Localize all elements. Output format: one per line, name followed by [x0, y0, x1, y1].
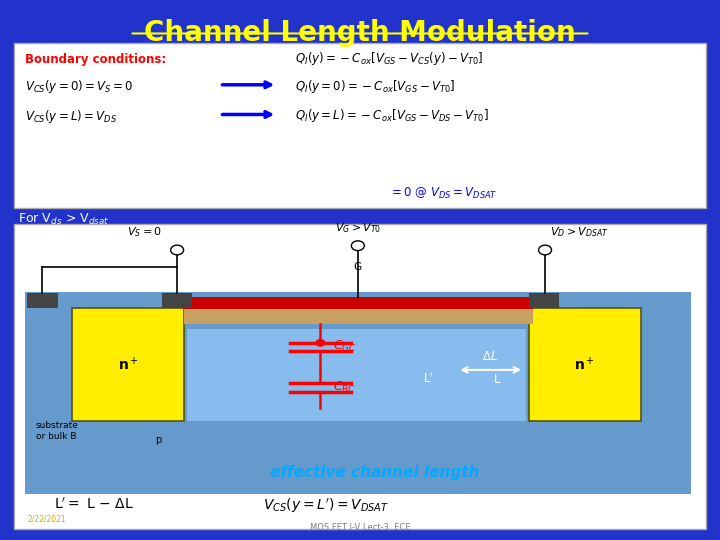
Text: Channel Length Modulation: Channel Length Modulation	[144, 19, 576, 47]
Text: S: S	[164, 283, 171, 293]
Text: n$^+$: n$^+$	[574, 356, 595, 373]
Text: $V_{CS}(y = L) = V_{DS}$: $V_{CS}(y = L) = V_{DS}$	[25, 108, 117, 125]
Text: G: G	[354, 261, 362, 272]
Text: $C_{BC}$: $C_{BC}$	[333, 380, 356, 395]
FancyBboxPatch shape	[27, 293, 58, 308]
FancyBboxPatch shape	[529, 293, 559, 308]
Text: substrate
or bulk B: substrate or bulk B	[36, 421, 79, 441]
FancyBboxPatch shape	[72, 308, 184, 421]
FancyBboxPatch shape	[14, 43, 706, 208]
Text: $Q_I(y = L) = -C_{ox}[V_{GS} - V_{DS} - V_{T0}]$: $Q_I(y = L) = -C_{ox}[V_{GS} - V_{DS} - …	[295, 107, 489, 124]
FancyBboxPatch shape	[184, 309, 533, 324]
Text: L$'$: L$'$	[423, 372, 434, 386]
Text: $V_{CS}(y = 0) = V_S = 0$: $V_{CS}(y = 0) = V_S = 0$	[25, 78, 134, 95]
Text: MOS FET I-V Lect-3, ECE: MOS FET I-V Lect-3, ECE	[310, 523, 410, 532]
Circle shape	[171, 245, 184, 255]
Circle shape	[539, 245, 552, 255]
Text: n$^+$: n$^+$	[117, 356, 139, 373]
FancyBboxPatch shape	[187, 329, 526, 421]
Text: D: D	[531, 283, 539, 293]
FancyBboxPatch shape	[14, 224, 706, 529]
Text: $= 0\ @\ V_{DS} = V_{DSAT}$: $= 0\ @\ V_{DS} = V_{DSAT}$	[389, 186, 498, 201]
Circle shape	[316, 340, 325, 346]
Text: $C_{GC}$: $C_{GC}$	[333, 339, 357, 354]
Text: $V_S = 0$: $V_S = 0$	[127, 225, 161, 239]
FancyBboxPatch shape	[25, 292, 691, 494]
Circle shape	[351, 241, 364, 251]
Text: L: L	[493, 373, 500, 386]
Text: $\Delta L$: $\Delta L$	[482, 350, 498, 363]
Text: effective channel length: effective channel length	[270, 464, 479, 480]
Text: For V$_{ds}$ > V$_{dsat}$: For V$_{ds}$ > V$_{dsat}$	[18, 212, 109, 227]
FancyBboxPatch shape	[184, 297, 533, 309]
FancyBboxPatch shape	[529, 308, 641, 421]
Text: $Q_I(y = 0) = -C_{ox}[V_{GS} - V_{T0}]$: $Q_I(y = 0) = -C_{ox}[V_{GS} - V_{T0}]$	[295, 78, 456, 95]
Text: B: B	[30, 283, 36, 293]
Text: $Q_I(y) = -C_{ox}[V_{GS} - V_{CS}(y) - V_{T0}]$: $Q_I(y) = -C_{ox}[V_{GS} - V_{CS}(y) - V…	[295, 50, 484, 66]
Text: 2/22/2021: 2/22/2021	[27, 514, 66, 523]
Text: $V_G > V_{T0}$: $V_G > V_{T0}$	[335, 221, 381, 235]
Text: $V_D > V_{DSAT}$: $V_D > V_{DSAT}$	[550, 225, 609, 239]
Text: $V_{CS}(y = L') = V_{DSAT}$: $V_{CS}(y = L') = V_{DSAT}$	[263, 497, 389, 515]
FancyBboxPatch shape	[162, 293, 192, 308]
Text: Boundary conditions:: Boundary conditions:	[25, 53, 166, 66]
Text: L$' = $ L $-\ \Delta$L: L$' = $ L $-\ \Delta$L	[54, 497, 134, 512]
Text: p: p	[155, 435, 161, 445]
